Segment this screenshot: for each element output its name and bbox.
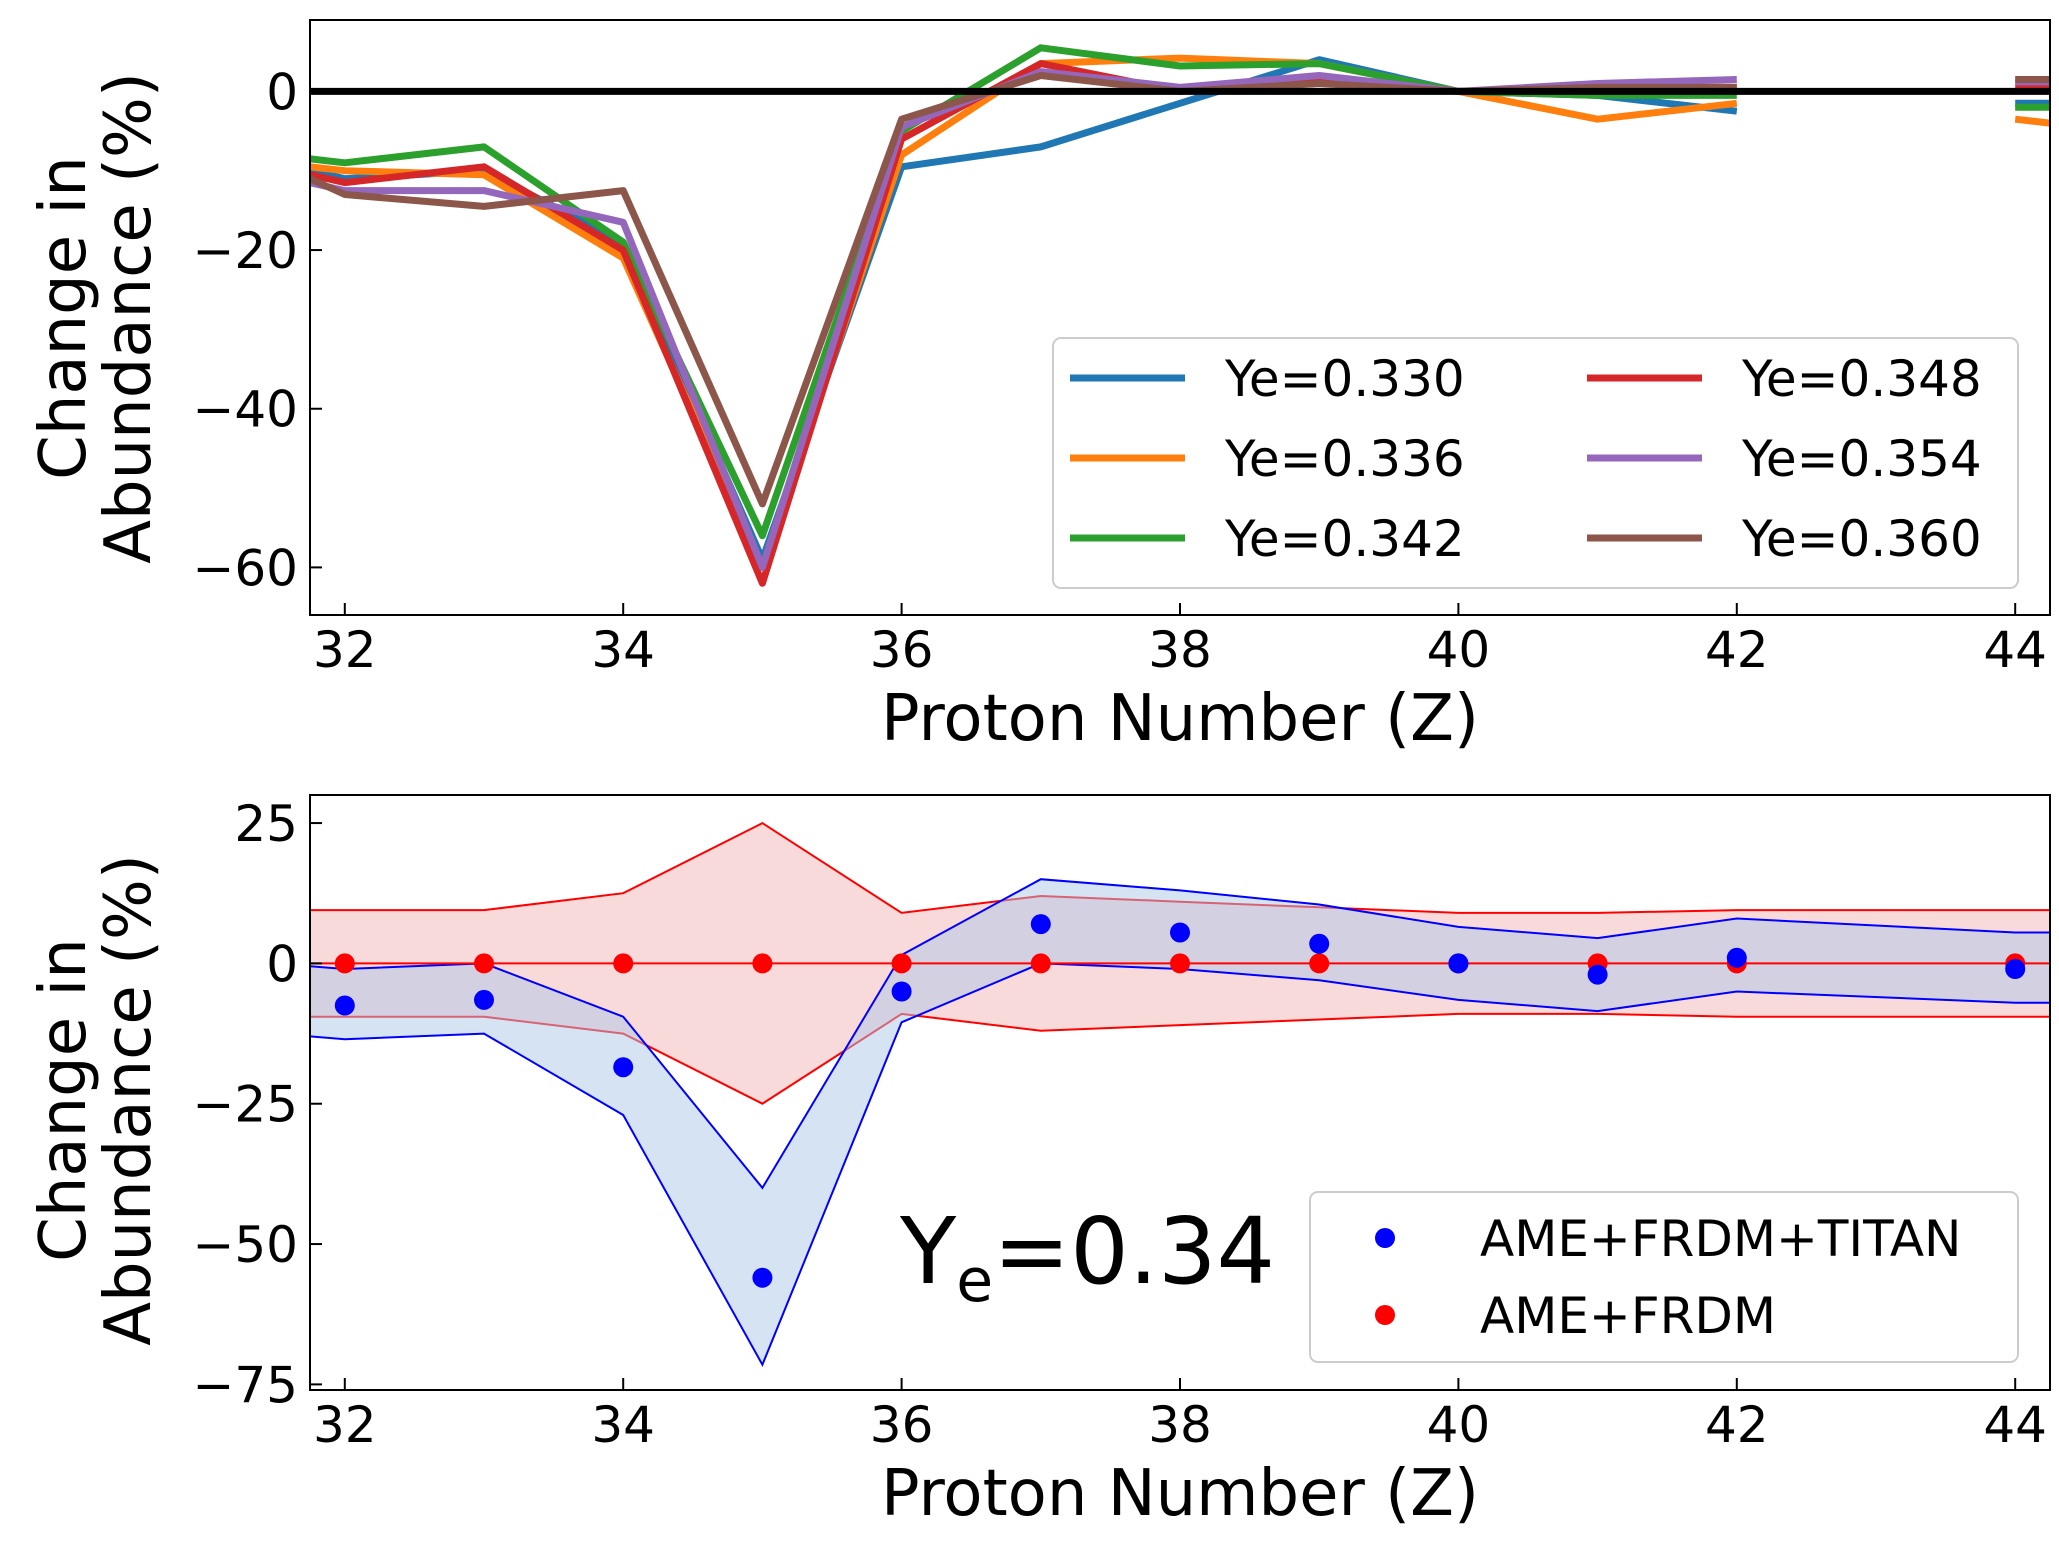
point-ame-frdm-titan-z33 <box>474 989 494 1010</box>
bottom-x-tick-label-40: 40 <box>1427 1396 1491 1454</box>
bottom-x-tick-label-38: 38 <box>1148 1396 1212 1454</box>
legend-label-ame-frdm: AME+FRDM <box>1480 1287 1776 1345</box>
point-ame-frdm-titan-z36 <box>891 981 912 1002</box>
point-ame-frdm-titan-z44 <box>2005 959 2026 979</box>
point-ame-frdm-titan-z38 <box>1170 922 1190 943</box>
top-y-axis-title-line1: Change in <box>27 156 101 480</box>
point-ame-frdm-z37 <box>1030 953 1051 974</box>
point-ame-frdm-z39 <box>1309 953 1330 974</box>
point-ame-frdm-titan-z37 <box>1030 914 1051 935</box>
bottom-legend-box <box>1309 1191 2019 1363</box>
point-ame-frdm-titan-z40 <box>1448 953 1469 974</box>
top-x-tick-label-36: 36 <box>870 621 934 679</box>
top-y-tick-label-60: −60 <box>192 539 298 597</box>
bottom-y-tick-label-75: −75 <box>192 1356 298 1414</box>
top-y-tick-label-20: −20 <box>192 222 298 280</box>
top-chart: 32 34 36 38 40 42 44 0 −20 −40 −60 Proton Number (… <box>27 19 2051 756</box>
series-line-ye-0-336 <box>310 54 2050 571</box>
point-ame-frdm-titan-z42 <box>1726 947 1747 968</box>
bottom-chart: 32 34 36 38 40 42 44 25 0 −25 −50 −75 Proton Number… <box>27 794 2051 1531</box>
top-x-axis-title: Proton Number (Z) <box>881 682 1479 756</box>
top-y-tick-label-40: −40 <box>192 381 298 439</box>
top-x-tick-label-42: 42 <box>1705 621 1769 679</box>
legend-label-ame-frdm-titan: AME+FRDM+TITAN <box>1480 1210 1961 1268</box>
point-ame-frdm-z35 <box>752 953 773 974</box>
point-ame-frdm-titan-z34 <box>613 1057 634 1078</box>
legend-label-ye-0-354: Ye=0.354 <box>1741 430 1982 488</box>
top-x-tick-label-40: 40 <box>1427 621 1491 679</box>
bottom-y-axis-title-line1: Change in <box>27 938 101 1262</box>
top-x-tick-label-32: 32 <box>313 621 377 679</box>
top-y-tick-label-0: 0 <box>266 63 298 121</box>
bottom-y-tick-label-25: −25 <box>192 1076 298 1134</box>
band-upper-edge-ame-frdm-titan <box>310 878 2050 1190</box>
top-y-axis-title-line2: Abundance (%) <box>92 72 166 564</box>
bottom-y-tick-label-0: 0 <box>266 935 298 993</box>
legend-label-ye-0-336: Ye=0.336 <box>1224 430 1465 488</box>
legend-label-ye-0-342: Ye=0.342 <box>1224 510 1465 568</box>
legend-label-ye-0-330: Ye=0.330 <box>1224 350 1465 408</box>
bottom-x-tick-label-34: 34 <box>591 1396 655 1454</box>
bottom-y-tick-label-25: 25 <box>234 795 298 853</box>
top-legend-box <box>1052 337 2019 589</box>
legend-marker-ame-frdm <box>1375 1305 1395 1325</box>
point-ame-frdm-titan-z39 <box>1309 933 1330 954</box>
uncertainty-band-ame-frdm-titan <box>310 879 2050 1365</box>
legend-label-ye-0-348: Ye=0.348 <box>1741 350 1982 408</box>
point-ame-frdm-titan-z41 <box>1587 964 1608 985</box>
point-ame-frdm-z38 <box>1170 953 1190 974</box>
bottom-x-tick-label-36: 36 <box>870 1396 934 1454</box>
point-ame-frdm-titan-z35 <box>752 1267 773 1288</box>
bottom-x-tick-label-32: 32 <box>313 1396 377 1454</box>
bottom-y-axis-title-line2: Abundance (%) <box>92 854 166 1346</box>
point-ame-frdm-z34 <box>613 953 634 974</box>
bottom-legend: AME+FRDM+TITAN AME+FRDM <box>1309 1191 2019 1363</box>
top-x-tick-label-44: 44 <box>1983 621 2047 679</box>
ye-annotation: Ye=0.34 <box>899 1198 1275 1316</box>
bottom-y-tick-label-50: −50 <box>192 1216 298 1274</box>
top-x-tick-label-34: 34 <box>591 621 655 679</box>
band-lower-edge-ame-frdm-titan <box>310 962 2050 1368</box>
top-legend: Ye=0.330 Ye=0.336 Ye=0.342 Ye=0.348 Ye=0.354… <box>1052 337 2019 589</box>
bottom-x-axis-title: Proton Number (Z) <box>881 1457 1479 1531</box>
bottom-x-tick-label-44: 44 <box>1983 1396 2047 1454</box>
point-ame-frdm-z33 <box>474 953 494 974</box>
bottom-x-tick-label-42: 42 <box>1705 1396 1769 1454</box>
point-ame-frdm-z36 <box>891 953 912 974</box>
top-x-tick-label-38: 38 <box>1148 621 1212 679</box>
legend-label-ye-0-360: Ye=0.360 <box>1741 510 1982 568</box>
legend-marker-ame-frdm-titan <box>1375 1228 1395 1248</box>
point-ame-frdm-titan-z32 <box>334 995 355 1016</box>
point-ame-frdm-z32 <box>334 953 355 974</box>
